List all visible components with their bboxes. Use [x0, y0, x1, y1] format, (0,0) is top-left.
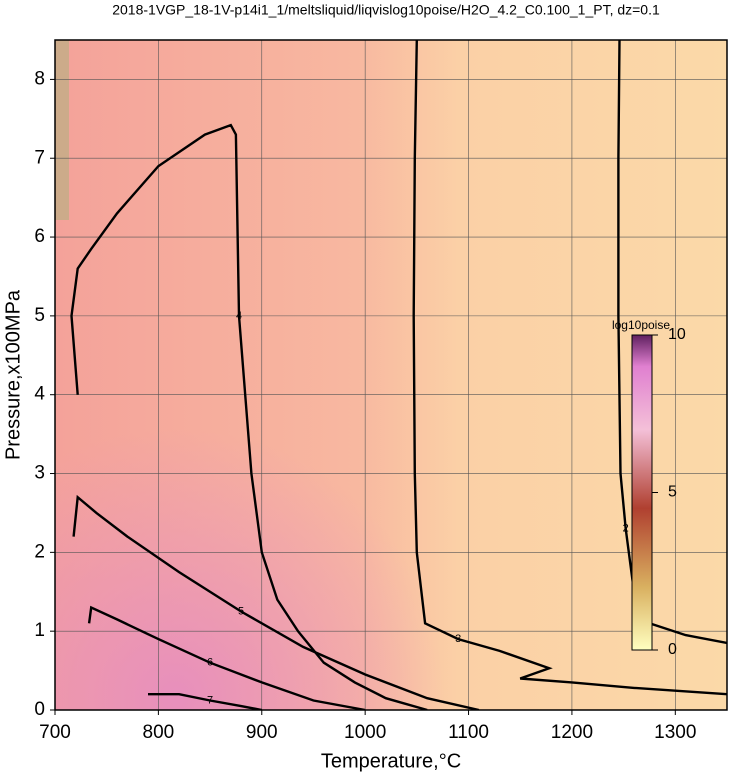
plot-shade	[55, 40, 727, 710]
plot-shade	[55, 40, 69, 220]
contour-line	[72, 494, 480, 710]
plot-area: 4 3 2 5 6 7	[55, 40, 727, 710]
colorbar-tick-label: 0	[668, 641, 677, 658]
x-tick-label: 1000	[344, 722, 386, 743]
y-tick-label: 3	[34, 463, 45, 484]
y-tick-label: 7	[34, 147, 45, 168]
x-tick-label: 1200	[551, 722, 593, 743]
contour-line	[617, 40, 727, 645]
y-axis-label: Pressure,x100MPa	[2, 289, 24, 460]
y-tick-label: 4	[34, 384, 45, 405]
contour-line	[70, 123, 428, 710]
colorbar-tick-label: 10	[668, 326, 686, 343]
contour-label: 3	[455, 633, 461, 645]
colorbar	[631, 334, 653, 651]
y-tick-label: 6	[34, 226, 45, 247]
x-tick-label: 1100	[448, 722, 489, 743]
x-axis-label: Temperature,°C	[321, 750, 461, 772]
x-tick-label: 900	[246, 722, 278, 743]
contour-label: 6	[207, 657, 213, 669]
contour-label: 4	[236, 310, 242, 322]
colorbar-label: log10poise	[612, 318, 670, 332]
chart-title: 2018-1VGP_18-1V-p14i1_1/meltsliquid/liqv…	[112, 2, 660, 18]
y-tick-label: 0	[34, 699, 45, 720]
plot-frame	[54, 39, 728, 711]
x-tick-label: 800	[143, 722, 175, 743]
y-tick-label: 2	[34, 541, 45, 562]
y-tick-label: 8	[34, 68, 45, 89]
y-tick-label: 1	[34, 620, 45, 641]
contour-label: 2	[623, 523, 629, 535]
x-tick-label: 1300	[654, 722, 696, 743]
contour-line	[87, 605, 366, 710]
y-tick-label: 5	[34, 305, 45, 326]
contour-label: 5	[238, 605, 244, 617]
colorbar-tick-label: 5	[668, 484, 677, 501]
contour-line	[148, 693, 263, 710]
contour-label: 7	[207, 694, 213, 706]
contour-line	[412, 40, 727, 696]
x-tick-label: 700	[39, 722, 71, 743]
